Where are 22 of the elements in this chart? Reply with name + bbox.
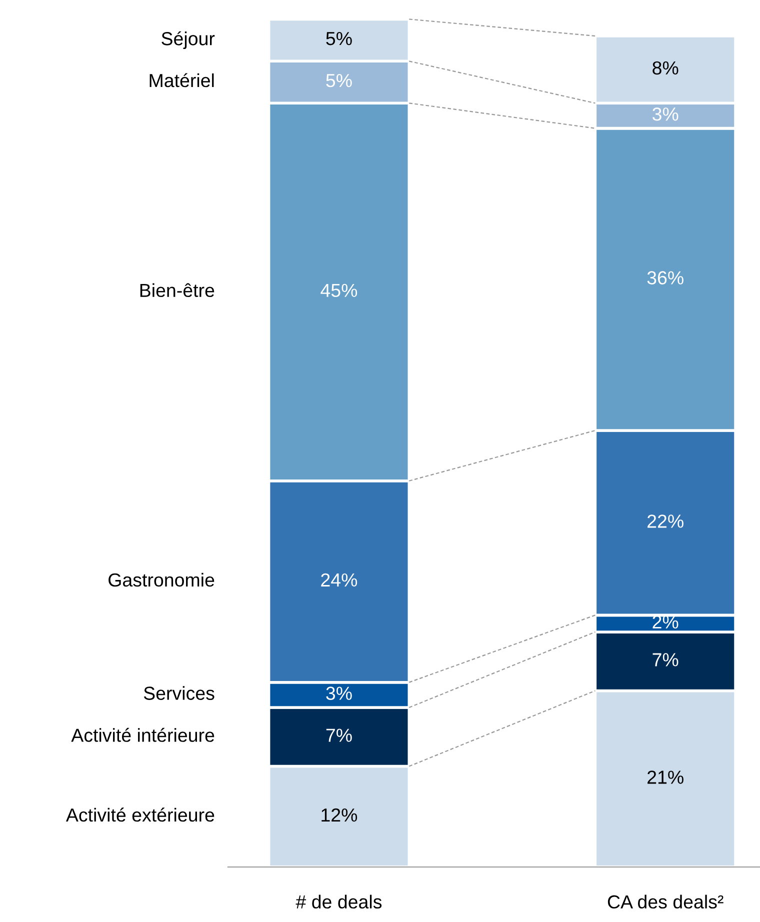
- data-label: 24%: [321, 573, 358, 587]
- text: Bien-être: [140, 283, 214, 298]
- data-label: 7%: [326, 728, 352, 742]
- data-label: 36%: [647, 271, 684, 284]
- data-label: 8%: [652, 61, 678, 75]
- data-label: 3%: [326, 686, 352, 700]
- data-label: 12%: [322, 808, 358, 822]
- text: Séjour: [162, 31, 215, 50]
- text: Gastronomie: [108, 572, 214, 587]
- data-label: 45%: [320, 284, 358, 298]
- text: Matériel: [150, 73, 214, 88]
- text: Activité extérieure: [66, 808, 214, 822]
- text: Activité intérieure: [71, 728, 214, 742]
- data-label: 7%: [652, 653, 678, 666]
- data-label: 22%: [648, 514, 684, 528]
- data-label: 5%: [326, 74, 352, 88]
- data-label: 5%: [326, 32, 352, 46]
- x-tick-label: # de deals: [296, 894, 382, 909]
- text: Services: [144, 686, 214, 700]
- x-tick-label: CA des deals²: [608, 894, 724, 909]
- data-label: 21%: [648, 770, 684, 784]
- data-label: 3%: [652, 107, 678, 121]
